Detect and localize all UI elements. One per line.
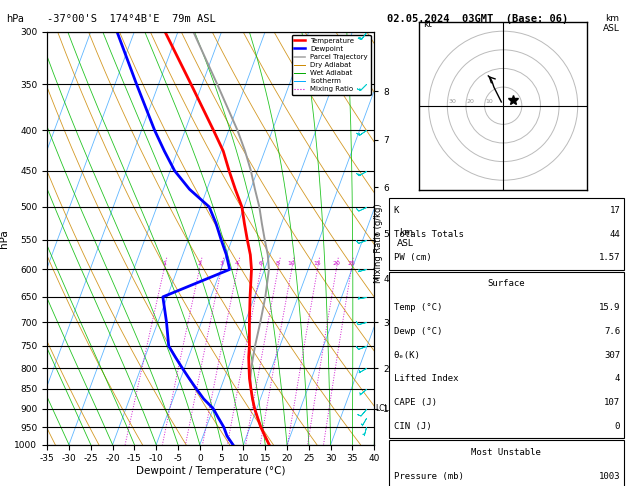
Text: Most Unstable: Most Unstable — [471, 448, 542, 457]
Text: kt: kt — [423, 20, 432, 30]
Text: 15: 15 — [313, 261, 321, 266]
Text: 10: 10 — [287, 261, 296, 266]
Text: 8: 8 — [276, 261, 280, 266]
Text: PW (cm): PW (cm) — [394, 253, 431, 262]
Text: 20: 20 — [467, 99, 475, 104]
Text: CIN (J): CIN (J) — [394, 422, 431, 431]
Text: 2: 2 — [198, 261, 201, 266]
Text: 15.9: 15.9 — [599, 303, 620, 312]
Text: -37°00'S  174°4B'E  79m ASL: -37°00'S 174°4B'E 79m ASL — [47, 14, 216, 24]
Text: 1003: 1003 — [599, 471, 620, 481]
Text: Temp (°C): Temp (°C) — [394, 303, 442, 312]
Text: 0: 0 — [615, 422, 620, 431]
Text: 3: 3 — [219, 261, 223, 266]
Text: 02.05.2024  03GMT  (Base: 06): 02.05.2024 03GMT (Base: 06) — [387, 14, 568, 24]
Text: LCL: LCL — [376, 404, 389, 413]
Text: 1: 1 — [162, 261, 166, 266]
Text: 1.57: 1.57 — [599, 253, 620, 262]
Legend: Temperature, Dewpoint, Parcel Trajectory, Dry Adiabat, Wet Adiabat, Isotherm, Mi: Temperature, Dewpoint, Parcel Trajectory… — [292, 35, 370, 95]
X-axis label: Dewpoint / Temperature (°C): Dewpoint / Temperature (°C) — [136, 466, 286, 476]
Text: θₑ(K): θₑ(K) — [394, 350, 421, 360]
Text: 4: 4 — [615, 374, 620, 383]
Text: 10: 10 — [486, 99, 493, 104]
Text: km
ASL: km ASL — [603, 14, 620, 33]
Text: 7.6: 7.6 — [604, 327, 620, 336]
Text: Mixing Ratio (g/kg): Mixing Ratio (g/kg) — [374, 203, 383, 283]
Y-axis label: km
ASL: km ASL — [398, 228, 414, 248]
Text: K: K — [394, 206, 399, 215]
Text: 107: 107 — [604, 398, 620, 407]
Text: 25: 25 — [347, 261, 355, 266]
Text: Dewp (°C): Dewp (°C) — [394, 327, 442, 336]
Y-axis label: hPa: hPa — [0, 229, 9, 247]
Text: Pressure (mb): Pressure (mb) — [394, 471, 464, 481]
Text: 6: 6 — [259, 261, 262, 266]
Text: Totals Totals: Totals Totals — [394, 229, 464, 239]
Text: 30: 30 — [448, 99, 456, 104]
Text: Lifted Index: Lifted Index — [394, 374, 459, 383]
Text: Surface: Surface — [487, 279, 525, 288]
Text: CAPE (J): CAPE (J) — [394, 398, 437, 407]
Text: 17: 17 — [610, 206, 620, 215]
Text: hPa: hPa — [6, 14, 24, 24]
Text: 20: 20 — [332, 261, 340, 266]
Text: 44: 44 — [610, 229, 620, 239]
Text: 307: 307 — [604, 350, 620, 360]
Text: 4: 4 — [235, 261, 239, 266]
